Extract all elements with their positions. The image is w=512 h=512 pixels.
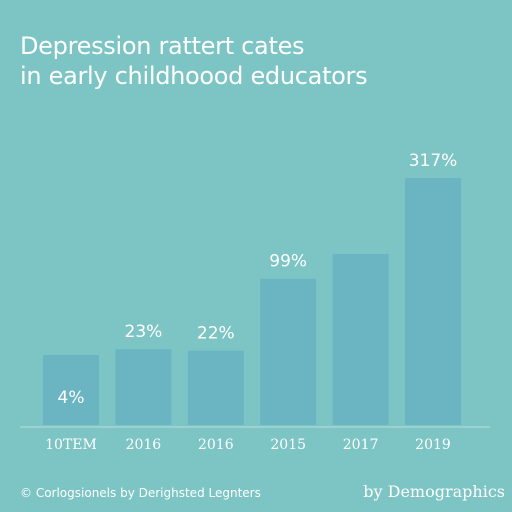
bar-label-2: 22% [197, 324, 235, 344]
x-tick-label-3: 2015 [270, 437, 306, 453]
x-tick-label-4: 2017 [343, 437, 379, 453]
bar-2 [187, 350, 244, 425]
footer-credit: © Corlogsionels by Derighsted Legnters [20, 486, 261, 500]
bar-label-3: 99% [269, 252, 307, 272]
x-tick-label-2: 2016 [198, 437, 234, 453]
x-tick-label-0: 10TEM [45, 437, 97, 453]
chart-title-line-1: Depression rattert cates [20, 32, 304, 60]
bar-label-1: 23% [125, 322, 163, 342]
bar-1 [115, 349, 172, 425]
bar-label-5: 317% [409, 151, 458, 171]
chart-title-line-2: in early childhoood educators [20, 62, 367, 90]
bar-4 [332, 254, 389, 425]
bar-0 [43, 355, 99, 425]
bar-label-0: 4% [58, 388, 85, 408]
bars-group [43, 178, 461, 425]
x-tick-label-5: 2019 [415, 437, 451, 453]
bar-3 [260, 278, 317, 425]
bar-labels-group: 4% 23% 22% 99% 317% [58, 151, 458, 408]
tick-labels-group: 10TEM 2016 2016 2015 2017 2019 [45, 437, 451, 453]
bar-5 [405, 178, 461, 425]
footer-source: by Demographics [363, 482, 505, 501]
x-tick-label-1: 2016 [126, 437, 162, 453]
